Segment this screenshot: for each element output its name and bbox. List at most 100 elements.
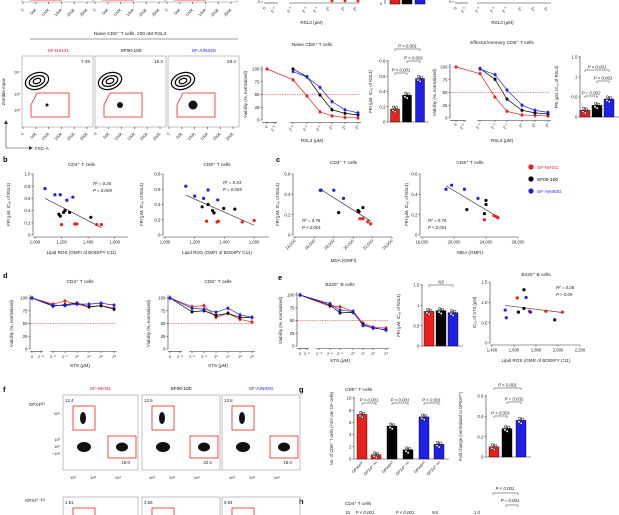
flow-x-tick-label: 10⁴ [194, 475, 200, 480]
y-axis-label: FRI (μM, IC₅₀ of RSL3) [368, 69, 373, 112]
replicate-point [517, 420, 521, 424]
y-tick-label: 0 [415, 233, 418, 238]
y-tick-label: 0.5 [571, 95, 578, 100]
data-point-sf-ain93g [206, 188, 210, 192]
replicate-point [406, 451, 410, 455]
data-point-sf-ain93g [319, 188, 323, 192]
data-point [112, 307, 116, 311]
x-tick-label: 2² [371, 351, 375, 356]
flow-plot-frame [94, 55, 167, 128]
y-tick-label: 50 [161, 321, 166, 326]
r-squared-annotation: R² = 0.43 [223, 180, 242, 185]
flow-x-tick-label: 250K [79, 131, 89, 141]
data-point [533, 111, 537, 115]
x-tick-label: 2⁻¹ [337, 351, 343, 356]
upper-gate [151, 405, 175, 431]
x-tick-label: 0 [452, 5, 458, 10]
data-point [520, 113, 524, 117]
live-cell-gate [176, 92, 216, 118]
replicate-point [593, 105, 597, 109]
flow-x-tick-label: 10⁰ [70, 475, 76, 480]
y-tick-label: 75 [255, 79, 260, 84]
data-point-sf00-100 [233, 207, 237, 211]
x-tick-label: 2⁻⁸ [270, 6, 277, 14]
x-tick-label: 24,000 [381, 238, 394, 251]
replicate-point [389, 422, 392, 426]
data-point-sf-nih31 [99, 223, 104, 227]
data-point [330, 108, 334, 112]
y-tick-label: 50 [23, 321, 28, 326]
gate-percentage: 22.0 [203, 460, 212, 465]
bar-sf00-100 [501, 428, 513, 458]
flow-x-tick-label: 150K [53, 7, 63, 17]
p-value-label: P = 0.002 [582, 91, 601, 96]
chart-title: CD4⁺ T cells [330, 160, 358, 166]
x-tick-label: 2,000 [553, 348, 564, 353]
flow-header: Naive CD8⁺ T cells, 200 nM RSL3 [94, 31, 167, 37]
p-value-label: P < 0.001 [398, 44, 417, 49]
p-value-label: P = 0.001 [501, 498, 520, 503]
y-axis-label: No. of CD8⁺ T cells (×10⁴ per 10⁶ cells) [329, 391, 334, 465]
data-point-sf-nih31 [496, 216, 500, 220]
x-axis-label: Lipid ROS (GMFI of BODIPY C11) [47, 250, 117, 255]
data-point [214, 310, 218, 314]
y-tick-label: 0.2 [24, 220, 31, 225]
flow-x-tick-label: 250K [79, 7, 89, 17]
y-tick-label: 0.6 [379, 74, 386, 79]
y-tick-label: 1 [575, 75, 578, 80]
r-squared-annotation: R² = 0.76 [302, 218, 321, 223]
y-tick-label: 0.8 [154, 172, 161, 177]
p-value-label: P < 0.001 [404, 56, 423, 61]
data-point [87, 302, 91, 306]
x-tick-label: 22,000 [362, 238, 375, 251]
x-tick-label: 2¹ [361, 351, 365, 356]
data-point-sf-ain93g [462, 187, 466, 191]
x-tick-label: 2⁻³ [288, 124, 295, 132]
y-axis-label: Fold change (normalized to GPX4ᵂᵀ) [458, 391, 463, 460]
y-tick-label: 4 [349, 432, 352, 437]
data-point-sf00-100 [337, 211, 341, 215]
data-point-sf00-100 [522, 306, 526, 311]
data-point [505, 109, 509, 113]
replicate-point [403, 95, 407, 99]
bar-gpx4ᵂᵀ [356, 414, 368, 460]
replicate-point [439, 441, 443, 445]
replicate-point [429, 308, 433, 312]
data-point [520, 108, 524, 112]
p-value-label: NS [438, 280, 444, 285]
x-tick-label: 1,000 [30, 240, 41, 245]
data-point [318, 110, 322, 114]
replicate-point [373, 451, 376, 455]
replicate-point [391, 109, 395, 112]
arrow-head-icon [29, 146, 33, 150]
data-point [338, 311, 342, 315]
y-tick-label: 50 [255, 92, 260, 97]
y-axis-label: FRI (μM, IC₅₀ of RSL3) [554, 65, 559, 108]
flow-sample-label: SF00-100 [120, 48, 141, 54]
x-tick-label: 0 [169, 354, 172, 359]
replicate-point [360, 415, 364, 419]
y-tick-label: 50 [443, 90, 448, 95]
y-tick-label: 0.8 [24, 184, 31, 189]
x-tick-label: 20,000 [342, 238, 355, 251]
x-tick-label: 2² [238, 354, 242, 359]
x-tick-label: 2¹ [531, 122, 537, 128]
y-tick-label: 0.4 [477, 414, 484, 419]
y-tick-label: 1.0 [24, 172, 31, 177]
x-tick-label: 2⁻¹ [201, 354, 207, 359]
significance-bracket [493, 415, 508, 418]
flow-x-tick-label: 10⁴ [274, 475, 280, 480]
bar-sf-ain93g [447, 312, 459, 347]
x-tick-label: 2⁻³ [474, 5, 481, 13]
y-tick-label: 25 [290, 331, 295, 336]
y-tick-label: 0.4 [154, 202, 161, 207]
live-cell-population [117, 102, 123, 108]
y-tick-label: 0 [445, 116, 448, 121]
chart-title: Effector/memory CD8⁺ T cells [470, 40, 534, 46]
x-tick-label: 2² [352, 5, 358, 11]
x-axis-label: MDA (GMFI) [457, 250, 483, 255]
gate-percentage: 1.91 [65, 500, 74, 505]
p-value-label: P < 0.001 [360, 398, 379, 403]
live-cell-population [45, 103, 49, 107]
p-value-label: P < 0.001 [391, 398, 410, 403]
